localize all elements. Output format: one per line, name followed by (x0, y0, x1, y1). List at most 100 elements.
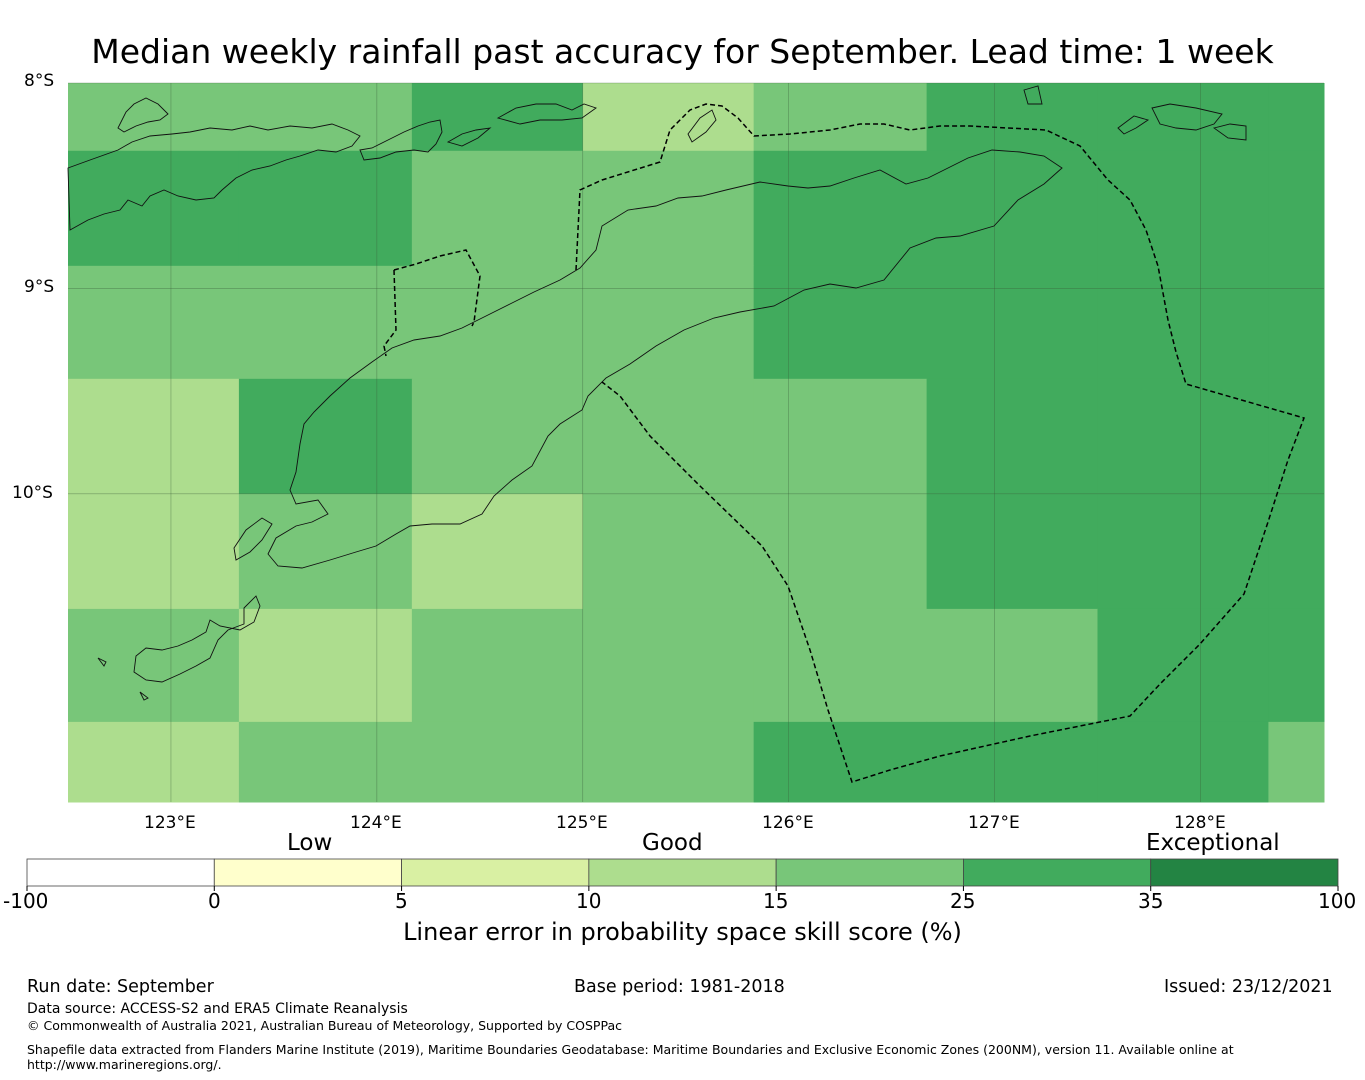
grid-cell (238, 493, 413, 610)
coastlines (67, 85, 1247, 701)
issued-date: Issued: 23/12/2021 (1164, 977, 1333, 997)
maritime-boundary (383, 103, 1305, 783)
colorbar-segment (401, 858, 590, 887)
colorbar-tick-label: 15 (763, 889, 789, 913)
grid-cell (926, 265, 1099, 380)
data-source: Data source: ACCESS-S2 and ERA5 Climate … (27, 1001, 408, 1017)
grid-cell (68, 83, 240, 152)
grid-cell (582, 608, 755, 723)
grid-cell (1268, 608, 1325, 723)
colorbar-tick-label: 10 (576, 889, 602, 913)
grid-cell (1097, 83, 1269, 152)
copyright: © Commonwealth of Australia 2021, Austra… (27, 1018, 622, 1033)
grid-cell (68, 378, 240, 495)
eez-north-line (575, 103, 1305, 783)
grid-cell (753, 493, 928, 610)
colorbar-tick-label: -100 (3, 889, 49, 913)
grid-cell (1097, 378, 1269, 495)
shapefile-credit-url: http://www.marineregions.org/. (27, 1057, 222, 1072)
grid-cell (238, 150, 413, 267)
lat-tick-label: 9°S (24, 277, 55, 297)
grid-cell (582, 493, 755, 610)
grid-cell (753, 83, 928, 152)
grid-cell (411, 150, 584, 267)
coastline-islet-1 (1023, 85, 1043, 105)
colorbar-label: Linear error in probability space skill … (403, 918, 962, 946)
lon-tick-label: 123°E (144, 813, 196, 833)
lon-tick-label: 125°E (556, 813, 608, 833)
grid-cell (1268, 150, 1325, 267)
colorbar-segment (1150, 858, 1339, 887)
lon-tick-label: 126°E (762, 813, 814, 833)
grid-cell (68, 150, 240, 267)
eez-oecusse (393, 249, 481, 327)
colorbar-tick-label: 100 (1318, 889, 1357, 913)
colorbar-segment (26, 858, 215, 887)
grid-cell (1268, 493, 1325, 610)
grid-cell (582, 265, 755, 380)
grid-cell (753, 721, 928, 803)
coastline-flores-north (117, 97, 169, 133)
run-date: Run date: September (27, 977, 214, 997)
colorbar-category-good: Good (642, 830, 703, 856)
grid-cell (926, 83, 1099, 152)
coastline-flores (67, 123, 361, 231)
colorbar-category-low: Low (287, 830, 333, 856)
lon-tick-label: 127°E (968, 813, 1020, 833)
colorbar-segment (963, 858, 1152, 887)
grid-cell (582, 378, 755, 495)
graticule (68, 82, 1324, 802)
grid-cell (1268, 83, 1325, 152)
grid-cell (238, 378, 413, 495)
grid-cell (1268, 378, 1325, 495)
grid-cell (926, 608, 1099, 723)
grid-cell (1268, 265, 1325, 380)
coastline-wetar-west (446, 127, 492, 147)
lat-tick-label: 10°S (12, 483, 53, 503)
lon-tick-label: 128°E (1174, 813, 1226, 833)
coastline-timor (267, 149, 1063, 569)
grid-cell (753, 265, 928, 380)
grid-cell (926, 150, 1099, 267)
coastline-ndao (97, 657, 107, 667)
coastline-alor (359, 119, 443, 161)
colorbar (26, 858, 1339, 891)
grid-cell (926, 493, 1099, 610)
coastline-wetar (496, 103, 597, 125)
grid-cell (582, 150, 755, 267)
grid-cell (926, 721, 1099, 803)
lat-tick-label: 8°S (24, 71, 55, 91)
colorbar-segment (775, 858, 964, 887)
grid-cell (68, 493, 240, 610)
grid-cell (238, 608, 413, 723)
grid-cell (926, 378, 1099, 495)
skill-score-grid (68, 83, 1325, 803)
grid-cell (238, 83, 413, 152)
grid-cell (1097, 493, 1269, 610)
colorbar-segment (588, 858, 777, 887)
grid-cell (1097, 150, 1269, 267)
grid-cell (411, 378, 584, 495)
grid-cell (411, 721, 584, 803)
lon-tick-label: 124°E (350, 813, 402, 833)
coastline-rote (133, 595, 261, 683)
grid-cell (1097, 265, 1269, 380)
grid-cell (68, 721, 240, 803)
base-period: Base period: 1981-2018 (574, 977, 785, 997)
grid-cell (753, 150, 928, 267)
grid-cell (411, 493, 584, 610)
coastline-islet-4 (1212, 123, 1247, 141)
coastline-semau (233, 517, 273, 561)
coastline-islet-5 (139, 691, 149, 701)
grid-cell (411, 608, 584, 723)
grid-cell (68, 265, 240, 380)
grid-cell (411, 83, 584, 152)
grid-cell (1097, 721, 1269, 803)
colorbar-tick-label: 5 (395, 889, 408, 913)
coastline-islet-2 (1117, 115, 1150, 135)
grid-cell (238, 721, 413, 803)
grid-cell (753, 608, 928, 723)
colorbar-segment (213, 858, 402, 887)
grid-cell (753, 378, 928, 495)
shapefile-credit: Shapefile data extracted from Flanders M… (27, 1042, 1234, 1057)
